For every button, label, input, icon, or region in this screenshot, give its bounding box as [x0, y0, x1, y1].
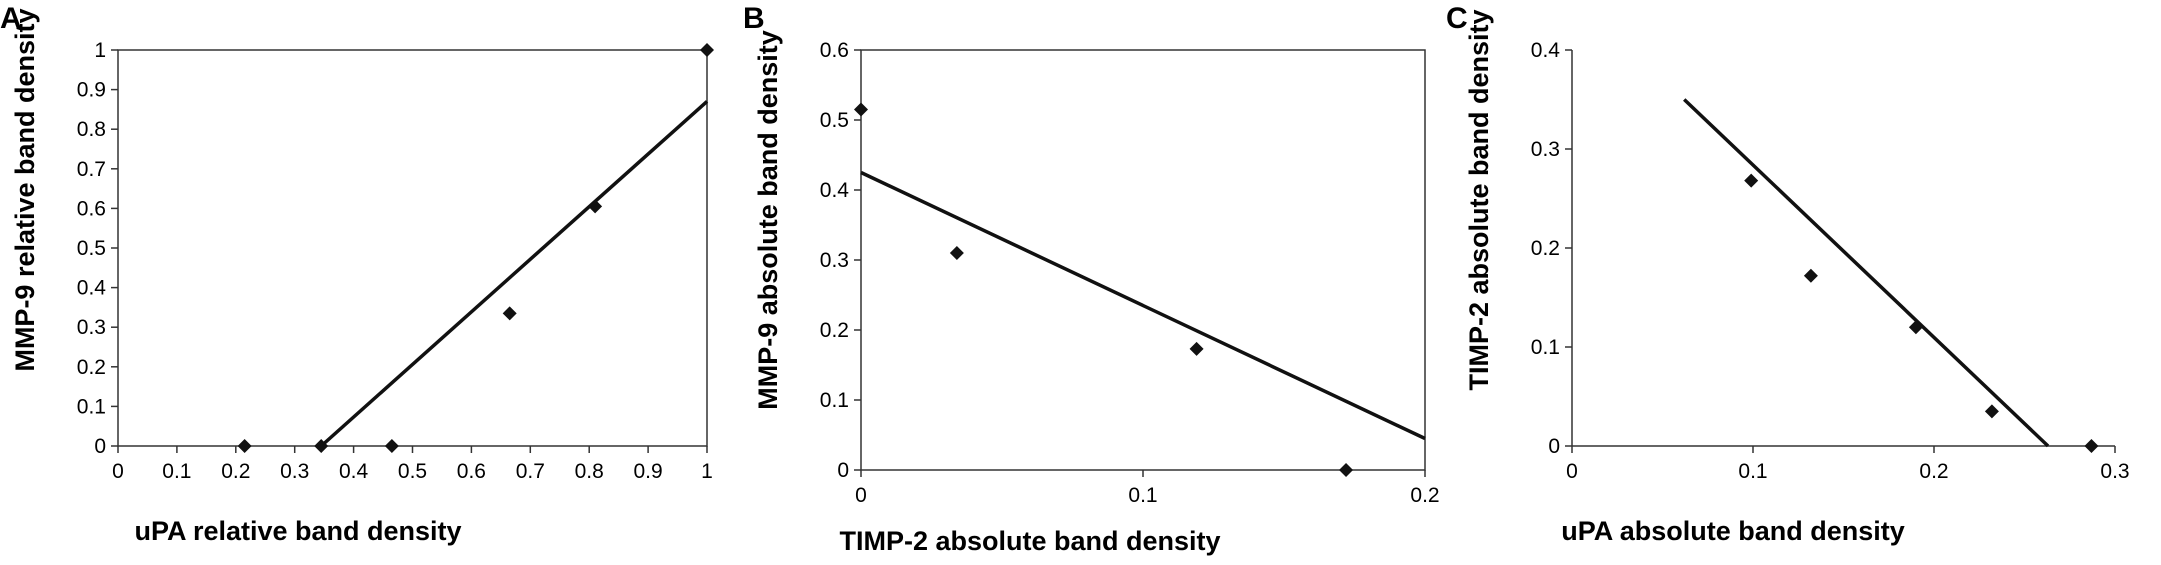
panel-c-y-tick-label: 0.2 [1531, 237, 1560, 260]
panel-a-y-tick-label: 0.5 [77, 237, 106, 260]
panel-a-x-tick-label: 0.1 [162, 460, 191, 483]
panel-a-y-tick-label: 0.1 [77, 395, 106, 418]
panel-a-x-tick-label: 0 [112, 460, 124, 483]
panel-a-y-tick-label: 0.9 [77, 79, 106, 102]
panel-a-data-point [314, 439, 329, 453]
panel-b-x-tick-label: 0 [855, 484, 867, 507]
panel-a-x-tick-label: 0.6 [457, 460, 486, 483]
panel-a-x-tick-label: 0.2 [221, 460, 250, 483]
panel-a-plot-frame [117, 49, 708, 447]
panel-b-y-tick-label: 0.3 [820, 249, 849, 272]
panel-b-x-tick-label: 0.2 [1410, 484, 1439, 507]
panel-c-x-tick-label: 0.3 [2100, 460, 2129, 483]
panel-c-trend-line [1683, 98, 2050, 448]
panel-b-y-tick-label: 0 [837, 459, 849, 482]
panel-c-data-point [1744, 173, 1759, 188]
panel-c: C TIMP-2 absolute band density uPA absol… [1446, 2, 2130, 546]
panel-b: B MMP-9 absolute band density TIMP-2 abs… [743, 2, 1440, 556]
panel-b-x-tick-label: 0.1 [1128, 484, 1157, 507]
panel-b-y-tick-label: 0.6 [820, 39, 849, 62]
panel-c-data-point [1803, 268, 1818, 283]
panel-c-y-axis-label: TIMP-2 absolute band density [1464, 9, 1494, 390]
panel-b-data-point [949, 246, 964, 260]
panel-c-x-tick-label: 0.2 [1919, 460, 1948, 483]
panel-a-y-tick-label: 0.4 [77, 277, 107, 300]
panel-b-y-tick-label: 0.5 [820, 109, 849, 132]
panel-b-letter: B [743, 2, 765, 35]
panel-b-data-point [854, 102, 868, 117]
panel-b-x-axis-label: TIMP-2 absolute band density [839, 526, 1220, 556]
panel-c-y-tick-label: 0.1 [1531, 336, 1560, 359]
panel-a-y-tick-label: 0.7 [77, 158, 106, 181]
panel-b-trend-line [860, 170, 1426, 441]
panel-a-data-point [237, 439, 252, 453]
panel-a-x-tick-label: 1 [701, 460, 713, 483]
panel-a-y-tick-label: 0.8 [77, 118, 106, 141]
panel-c-data-point [1984, 404, 1999, 419]
panel-a-y-axis-label: MMP-9 relative band density [10, 8, 40, 371]
panel-a-letter: A [0, 2, 22, 35]
panel-c-data-point [2084, 439, 2099, 453]
panel-a-x-axis-label: uPA relative band density [134, 516, 461, 546]
panel-c-letter: C [1446, 2, 1468, 35]
panel-b-y-tick-label: 0.1 [820, 389, 849, 412]
panel-c-x-axis-label: uPA absolute band density [1561, 516, 1905, 546]
panel-b-y-tick-label: 0.2 [820, 319, 849, 342]
panel-b-data-point [1189, 341, 1204, 356]
panel-a-data-point [384, 439, 399, 453]
panel-b-y-axis-label: MMP-9 absolute band density [753, 30, 783, 410]
panel-c-x-tick-label: 0.1 [1738, 460, 1767, 483]
panel-a-x-tick-label: 0.7 [516, 460, 545, 483]
panel-a-data-point [502, 306, 517, 321]
panel-b-y-tick-label: 0.4 [820, 179, 850, 202]
panel-a-y-tick-label: 0.3 [77, 316, 106, 339]
panel-a-y-tick-label: 0.6 [77, 197, 106, 220]
panel-c-y-tick-label: 0.4 [1531, 39, 1561, 62]
panel-a-data-point [700, 43, 714, 57]
panel-b-data-point [1339, 463, 1354, 477]
panel-a-x-tick-label: 0.5 [398, 460, 427, 483]
panel-c-y-tick-label: 0 [1548, 435, 1560, 458]
panel-a-data-point [588, 199, 603, 214]
panel-a-y-tick-label: 0.2 [77, 356, 106, 379]
panel-c-data-point [1908, 320, 1923, 335]
panel-a-x-tick-label: 0.8 [575, 460, 604, 483]
panel-a-trend-line [320, 100, 709, 448]
panel-c-y-tick-label: 0.3 [1531, 138, 1560, 161]
panel-c-x-tick-label: 0 [1566, 460, 1578, 483]
panel-a-x-tick-label: 0.3 [280, 460, 309, 483]
panel-a-x-tick-label: 0.4 [339, 460, 369, 483]
panel-a: A MMP-9 relative band density uPA relati… [0, 2, 714, 546]
panel-a-y-tick-label: 1 [94, 39, 106, 62]
panel-a-x-tick-label: 0.9 [633, 460, 662, 483]
panel-b-plot-frame [860, 49, 1426, 471]
panel-a-y-tick-label: 0 [94, 435, 106, 458]
